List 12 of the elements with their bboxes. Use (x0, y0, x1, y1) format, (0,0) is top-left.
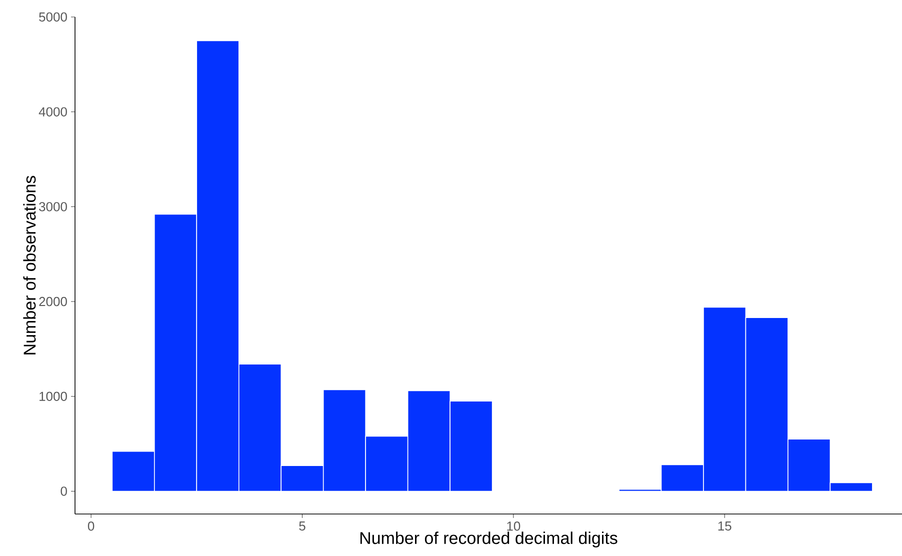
y-tick-label: 3000 (39, 202, 67, 212)
x-tick-label: 15 (718, 522, 732, 531)
y-axis-title: Number of observations (23, 176, 36, 354)
y-tick-label: 1000 (40, 392, 67, 401)
x-axis-title: Number of recorded decimal digits (360, 532, 618, 548)
y-tick-label: 0 (60, 486, 67, 496)
x-tick-label: 10 (507, 522, 520, 531)
y-tick-label: 2000 (39, 296, 67, 306)
x-tick-label: 5 (299, 522, 306, 531)
y-tick-label: 5000 (39, 12, 67, 22)
y-tick-label: 4000 (38, 107, 67, 116)
x-tick-label: 0 (88, 522, 94, 531)
